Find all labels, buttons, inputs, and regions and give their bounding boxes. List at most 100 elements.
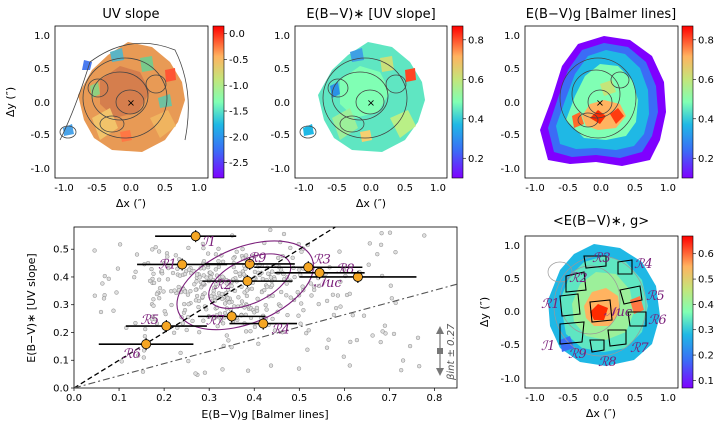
region-point-i1: ℐ1	[155, 230, 237, 250]
pixel-point	[348, 339, 353, 345]
pixel-point	[263, 303, 268, 308]
x-tick-label: 0.7	[381, 393, 397, 404]
pixel-point	[316, 301, 321, 307]
tick-label: -0.5	[558, 393, 578, 404]
pixel-point	[182, 289, 188, 294]
y-tick-label: 0.4	[53, 272, 69, 283]
tick-label: -1.0	[500, 164, 520, 175]
x-tick-label: 0.4	[246, 393, 262, 404]
x-tick-label: 0.0	[66, 393, 82, 404]
pixel-point	[284, 293, 289, 298]
tick-label: -1.0	[294, 183, 314, 194]
region-point-r9: ℛ9	[204, 251, 295, 270]
colorbar: 0.0 -0.5 -1.0 -1.5 -2.0 -2.5	[212, 25, 249, 179]
pixel-point	[218, 318, 224, 323]
beta-error-annotation: βint ± 0.27	[436, 323, 457, 381]
x-tick-label: 0.3	[201, 393, 217, 404]
colorbar-gradient	[681, 25, 694, 179]
pixel-point	[243, 266, 248, 271]
pixel-point	[298, 321, 303, 326]
tick-label: 0.0	[593, 393, 609, 404]
nucleus-marker: ×	[127, 98, 135, 109]
pixel-point	[199, 285, 204, 290]
tick-label: -1.0	[525, 183, 545, 194]
pixel-point	[399, 368, 404, 373]
pixel-point	[252, 269, 258, 275]
pixel-point	[278, 303, 283, 309]
pixel-point	[366, 262, 371, 267]
x-axis-label: Δx (″)	[356, 197, 386, 210]
pixel-point	[297, 267, 302, 272]
pixel-point	[417, 364, 422, 369]
y-axis-label: Δy (″)	[4, 87, 17, 117]
map-image	[540, 36, 666, 166]
colorbar-tick-label: -1.0	[229, 81, 249, 92]
pixel-point	[225, 296, 230, 301]
pixel-point	[192, 282, 197, 287]
tick-label: 0.5	[157, 183, 173, 194]
region-label: ℛ1	[541, 297, 560, 312]
tick-label: 1.0	[274, 31, 290, 42]
y-tick-label: 0.0	[53, 384, 69, 395]
x-axis-label: E(B−V)g [Balmer lines]	[201, 408, 328, 421]
region-label: ℛ9	[568, 347, 587, 362]
pixel-point	[229, 345, 234, 350]
pixel-point	[178, 350, 183, 356]
colorbar-tick-label: 0.4	[698, 300, 714, 311]
pixel-point	[92, 248, 97, 253]
pixel-point	[165, 277, 171, 282]
pixel-point	[333, 305, 339, 311]
pixel-point	[156, 249, 162, 254]
pixel-point	[182, 301, 187, 307]
pixel-point	[387, 230, 393, 235]
pixel-point	[111, 308, 116, 313]
pixel-point	[219, 291, 225, 297]
pixel-point	[150, 247, 155, 252]
map-image	[59, 42, 189, 152]
tick-label: 0.5	[627, 393, 643, 404]
region-label: ℛ6	[648, 313, 667, 328]
pixel-point	[256, 341, 261, 346]
tick-label: 1.0	[660, 393, 676, 404]
pixel-point	[225, 287, 231, 292]
pixel-point	[213, 267, 218, 272]
pixel-point	[299, 301, 304, 306]
pixel-point	[265, 284, 270, 289]
pixel-point	[222, 301, 228, 306]
pixel-point	[244, 253, 249, 258]
pixel-point	[208, 275, 213, 280]
pixel-point	[347, 291, 352, 296]
pixel-point	[249, 286, 255, 291]
pixel-point	[100, 281, 105, 286]
tick-label: 0.5	[397, 183, 413, 194]
pixel-point	[201, 318, 206, 323]
colorbar-tick-label: 0.4	[698, 114, 714, 125]
pixel-point	[361, 313, 367, 318]
colorbar: 0.8 0.6 0.4 0.2	[681, 25, 714, 179]
pixel-point	[338, 279, 343, 284]
pixel-point	[185, 292, 191, 297]
pixel-point	[220, 274, 225, 279]
tick-label: -1.0	[525, 393, 545, 404]
tick-label: 0.0	[34, 98, 50, 109]
colorbar-tick-label: 0.2	[698, 351, 714, 362]
y-axis-label: E(B−V)∗ [UV slope]	[25, 253, 38, 362]
x-tick-label: 0.1	[111, 393, 127, 404]
pixel-point	[188, 289, 193, 294]
pixel-point	[182, 271, 188, 277]
pixel-point	[370, 333, 375, 338]
pixel-point	[98, 309, 104, 315]
arrow-center	[437, 348, 443, 354]
region-label: ℛ8	[336, 262, 355, 277]
pixel-point	[245, 368, 251, 373]
y-axis-label: Δy (″)	[478, 297, 491, 327]
pixel-point	[296, 313, 301, 318]
pixel-point	[197, 330, 202, 335]
colorbar-gradient	[212, 25, 225, 179]
pixel-point	[300, 284, 305, 289]
scatter-layer: 0.0 0.1 0.2 0.3 0.4 0.5 0.6 0.7 0.8 0.0 0.1 0.2 0.3 0…	[53, 226, 458, 404]
pixel-point	[92, 293, 97, 298]
x-ticks: -1.0 -0.5 0.0 0.5 1.0	[294, 183, 446, 194]
pixel-point	[237, 271, 242, 276]
x-tick-label: 0.8	[427, 393, 443, 404]
